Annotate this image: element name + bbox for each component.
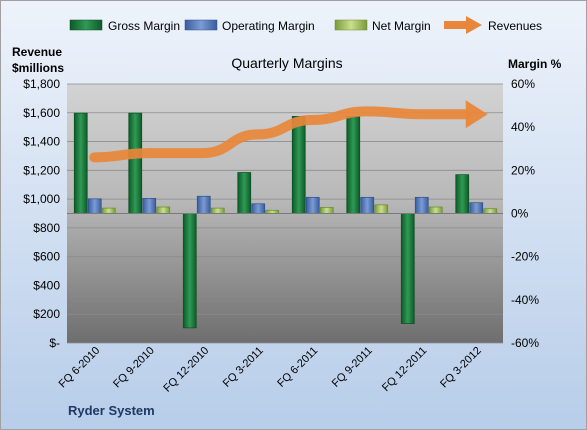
bar-net-margin <box>374 204 389 214</box>
y-left-tick-label: $800 <box>33 221 60 235</box>
y-left-label-line1: Revenue <box>12 45 62 59</box>
y-right-tick-label: 20% <box>511 163 535 177</box>
bar-operating-margin <box>414 196 429 214</box>
legend-swatch-net-margin <box>334 19 368 31</box>
y-right-tick-labels: 60% 40% 20% 0% -20% -40% -60% <box>511 77 539 350</box>
y-right-tick-label: 0% <box>511 207 529 221</box>
bar-operating-margin <box>142 198 157 214</box>
bar-net-margin <box>210 207 225 214</box>
revenue-series-line <box>89 106 471 163</box>
legend-swatch-operating-margin <box>184 19 218 31</box>
y-left-tick-label: $200 <box>33 307 60 321</box>
chart-title: Quarterly Margins <box>231 55 342 71</box>
bar-gross-margin <box>182 213 197 329</box>
legend: Gross Margin Operating Margin Net Margin… <box>69 16 542 34</box>
bar-gross-margin <box>237 172 252 214</box>
bar-gross-margin <box>346 116 361 214</box>
bar-net-margin <box>428 206 443 214</box>
bar-operating-margin <box>360 196 375 214</box>
bar-net-margin <box>101 207 116 214</box>
y-right-label: Margin % <box>508 57 562 71</box>
y-left-tick-label: $1,800 <box>23 77 60 91</box>
y-left-tick-label: $1,600 <box>23 106 60 120</box>
bar-gross-margin <box>455 174 470 214</box>
y-right-tick-label: -40% <box>511 293 539 307</box>
y-left-tick-label: $1,000 <box>23 192 60 206</box>
y-left-tick-labels: $1,800 $1,600 $1,400 $1,200 $1,000 $800 $600 $4… <box>23 77 60 350</box>
revenue-arrowhead <box>465 100 488 129</box>
bar-gross-margin <box>291 116 306 214</box>
y-left-tick-label: $400 <box>33 278 60 292</box>
bar-operating-margin <box>251 203 266 214</box>
legend-label-gross-margin: Gross Margin <box>108 19 180 33</box>
y-left-tick-label: $1,200 <box>23 163 60 177</box>
bar-net-margin <box>319 207 334 214</box>
bar-gross-margin <box>73 112 88 214</box>
y-right-tick-label: -60% <box>511 336 539 350</box>
bar-gross-margin <box>128 112 143 214</box>
y-left-tick-label: $1,400 <box>23 135 60 149</box>
bar-net-margin <box>156 206 171 214</box>
y-right-tick-label: 60% <box>511 77 535 91</box>
y-right-tick-label: 40% <box>511 120 535 134</box>
legend-arrow-revenues <box>444 16 482 34</box>
revenue-line <box>89 100 488 163</box>
bar-gross-margin <box>400 213 415 324</box>
y-left-label-line2: $millions <box>12 61 64 75</box>
legend-label-net-margin: Net Margin <box>372 19 431 33</box>
legend-label-operating-margin: Operating Margin <box>222 19 315 33</box>
bar-net-margin <box>483 208 498 214</box>
bar-operating-margin <box>196 195 211 214</box>
company-label: Ryder System <box>68 403 155 418</box>
bar-operating-margin <box>469 202 484 214</box>
bar-operating-margin <box>305 196 320 214</box>
legend-label-revenues: Revenues <box>488 19 542 33</box>
legend-swatch-gross-margin <box>69 19 103 31</box>
y-left-tick-label: $600 <box>33 250 60 264</box>
y-left-tick-label: $- <box>49 336 60 350</box>
bars <box>73 112 498 329</box>
y-right-tick-label: -20% <box>511 250 539 264</box>
bar-operating-margin <box>87 198 102 214</box>
